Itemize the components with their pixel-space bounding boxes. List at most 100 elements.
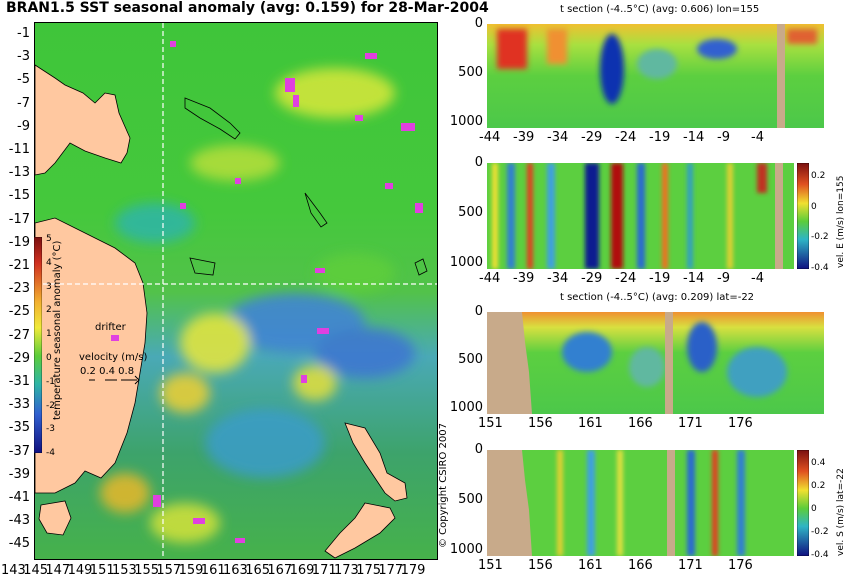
map-lon-tick: 159 <box>178 563 204 578</box>
map-lon-tick: 171 <box>311 563 337 578</box>
sst-colorbar <box>34 237 42 453</box>
map-lat-tick: -41 <box>8 490 30 505</box>
panel-x-tick: 151 <box>478 416 503 431</box>
panel-y-tick: 0 <box>474 304 483 319</box>
panel1-title: t section (-4..5°C) (avg: 0.606) lon=155 <box>560 4 760 15</box>
map-lat-tick: -5 <box>17 72 30 88</box>
panel-x-tick: -44 <box>479 271 501 286</box>
map-lon-tick: 147 <box>45 563 71 578</box>
panel-y-tick: 500 <box>458 352 483 367</box>
panel-x-tick: -39 <box>513 271 535 286</box>
map-lat-tick: -13 <box>8 165 30 181</box>
panel-y-tick: 1000 <box>449 542 483 557</box>
panel-x-tick: -29 <box>581 271 603 286</box>
map-lat-tick: -17 <box>8 211 30 227</box>
sst-anomaly-map <box>34 22 438 560</box>
map-lon-tick: 173 <box>334 563 359 578</box>
sst-colorbar-tick: -2 <box>46 400 55 411</box>
sst-colorbar-tick: 3 <box>46 281 52 292</box>
panel4-colorbar-label: vel. S (m/s) lat=-22 <box>836 468 846 556</box>
panel-x-tick: -29 <box>581 130 603 145</box>
panel-x-tick: -39 <box>513 130 535 145</box>
map-lat-tick: -39 <box>8 466 30 482</box>
map-lat-tick: -3 <box>17 49 30 65</box>
map-lat-tick: -37 <box>8 443 30 459</box>
panel2-colorbar-label: vel. E (m/s) lon=155 <box>836 175 846 268</box>
map-lat-tick: -29 <box>8 350 30 366</box>
panel1-temperature-section-lon <box>487 24 824 128</box>
map-lon-tick: 163 <box>223 563 248 578</box>
map-lat-tick: -15 <box>8 188 30 204</box>
panel-x-tick: 171 <box>678 558 703 573</box>
sst-colorbar-tick: 2 <box>46 305 52 316</box>
velocity-scale-values: 0.2 0.4 0.8 <box>80 366 135 377</box>
panel-colorbar-tick: -0.4 <box>811 263 829 273</box>
map-lat-tick: -35 <box>8 420 30 436</box>
panel-x-tick: 166 <box>628 558 653 573</box>
map-lat-tick: -43 <box>8 513 30 529</box>
map-lat-tick: -45 <box>8 536 30 552</box>
map-title: BRAN1.5 SST seasonal anomaly (avg: 0.159… <box>6 0 489 16</box>
panel-x-tick: -44 <box>479 130 501 145</box>
panel-colorbar-tick: -0.2 <box>811 232 829 243</box>
sst-colorbar-tick: -1 <box>46 376 55 387</box>
drifter-label: drifter <box>95 322 126 333</box>
panel-y-tick: 500 <box>458 492 483 507</box>
panel-x-tick: -19 <box>649 271 671 286</box>
map-lon-tick: 177 <box>378 563 404 578</box>
panel-y-tick: 0 <box>474 155 483 170</box>
panel-y-tick: 500 <box>458 205 483 220</box>
panel-colorbar-tick: -0.4 <box>811 550 829 560</box>
sst-colorbar-label: temperature seasonal anomaly (°C) <box>52 240 63 420</box>
map-lon-tick: 179 <box>400 563 426 578</box>
panel-x-tick: -4 <box>751 271 764 286</box>
map-lat-tick: -19 <box>8 234 30 250</box>
panel2-velocity-east-section <box>487 163 794 269</box>
map-lon-tick: 157 <box>156 563 182 578</box>
panel4-velocity-south-section <box>487 450 794 556</box>
panel-colorbar-tick: 0 <box>811 504 817 514</box>
map-lat-tick: -9 <box>17 118 30 134</box>
panel-x-tick: -24 <box>615 271 637 286</box>
panel-x-tick: -9 <box>717 130 730 145</box>
panel-y-tick: 1000 <box>449 114 483 129</box>
panel-x-tick: 171 <box>678 416 703 431</box>
map-lat-tick: -21 <box>8 258 30 273</box>
panel3-temperature-section-lat <box>487 312 824 414</box>
panel-x-tick: -34 <box>547 271 569 286</box>
panel-x-tick: -9 <box>717 271 730 286</box>
panel-x-tick: 156 <box>528 416 553 431</box>
map-lon-tick: 153 <box>112 563 137 578</box>
sst-colorbar-tick: 4 <box>46 257 52 268</box>
panel-x-tick: 166 <box>628 416 653 431</box>
panel-x-tick: -19 <box>649 130 671 145</box>
panel2-colorbar <box>797 163 809 269</box>
panel-y-tick: 1000 <box>449 255 483 270</box>
map-lat-tick: -33 <box>8 397 30 413</box>
panel-x-tick: -4 <box>751 130 764 145</box>
map-lat-tick: -31 <box>8 374 30 389</box>
panel-x-tick: -34 <box>547 130 569 145</box>
panel-x-tick: 176 <box>728 416 753 431</box>
velocity-label: velocity (m/s) <box>79 352 148 363</box>
panel-x-tick: -14 <box>683 130 705 145</box>
map-canvas <box>35 23 437 559</box>
sst-colorbar-tick: -4 <box>46 448 55 459</box>
panel-y-tick: 1000 <box>449 400 483 415</box>
panel-colorbar-tick: 0.2 <box>811 481 826 491</box>
map-lat-tick: -11 <box>8 142 30 157</box>
map-lat-tick: -1 <box>17 26 30 41</box>
panel-x-tick: 161 <box>578 558 603 573</box>
panel-y-tick: 0 <box>474 16 483 31</box>
map-lon-tick: 145 <box>23 563 49 578</box>
panel3-title: t section (-4..5°C) (avg: 0.209) lat=-22 <box>560 292 755 303</box>
map-lat-tick: -27 <box>8 327 30 343</box>
panel-y-tick: 500 <box>458 65 483 80</box>
panel-x-tick: 151 <box>478 558 503 573</box>
map-lon-tick: 161 <box>200 563 226 578</box>
map-lon-tick: 149 <box>67 563 93 578</box>
map-lon-tick: 155 <box>134 563 160 578</box>
sst-colorbar-tick: 5 <box>46 234 52 244</box>
sst-colorbar-tick: 1 <box>46 329 52 340</box>
panel-colorbar-tick: 0.4 <box>811 458 826 468</box>
